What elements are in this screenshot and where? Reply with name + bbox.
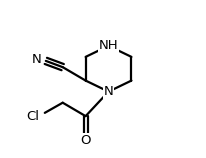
Text: N: N: [104, 85, 114, 98]
Text: N: N: [32, 53, 41, 66]
Text: Cl: Cl: [26, 110, 39, 123]
Text: NH: NH: [99, 39, 118, 52]
Text: O: O: [80, 134, 91, 147]
